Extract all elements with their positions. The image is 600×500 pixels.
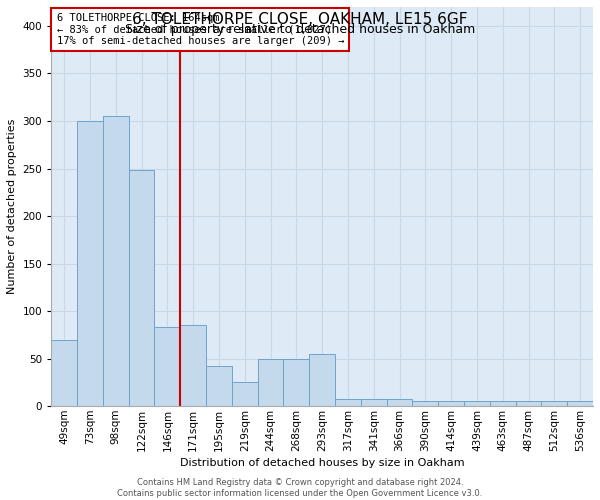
Bar (206, 366, 232, 406)
Bar (515, 402, 541, 406)
Bar (567, 402, 593, 406)
Bar (541, 402, 567, 406)
Text: 6 TOLETHORPE CLOSE: 164sqm
← 83% of detached houses are smaller (1,027)
17% of s: 6 TOLETHORPE CLOSE: 164sqm ← 83% of deta… (56, 13, 344, 46)
Bar (77, 121, 103, 406)
Bar (180, 326, 206, 406)
Bar (386, 398, 412, 406)
Bar (335, 398, 361, 406)
Bar (309, 354, 335, 406)
Bar (232, 382, 257, 406)
X-axis label: Distribution of detached houses by size in Oakham: Distribution of detached houses by size … (180, 458, 464, 468)
Y-axis label: Number of detached properties: Number of detached properties (7, 119, 17, 294)
Bar (103, 116, 128, 406)
Bar (257, 358, 283, 406)
Bar (128, 170, 154, 406)
Text: Contains HM Land Registry data © Crown copyright and database right 2024.
Contai: Contains HM Land Registry data © Crown c… (118, 478, 482, 498)
Bar (283, 358, 309, 406)
Bar (412, 402, 438, 406)
Bar (361, 398, 386, 406)
Bar (154, 328, 180, 406)
Bar (490, 402, 515, 406)
Bar (51, 340, 77, 406)
Bar (438, 402, 464, 406)
Text: 6, TOLETHORPE CLOSE, OAKHAM, LE15 6GF: 6, TOLETHORPE CLOSE, OAKHAM, LE15 6GF (132, 12, 468, 28)
Bar (464, 402, 490, 406)
Text: Size of property relative to detached houses in Oakham: Size of property relative to detached ho… (125, 22, 475, 36)
